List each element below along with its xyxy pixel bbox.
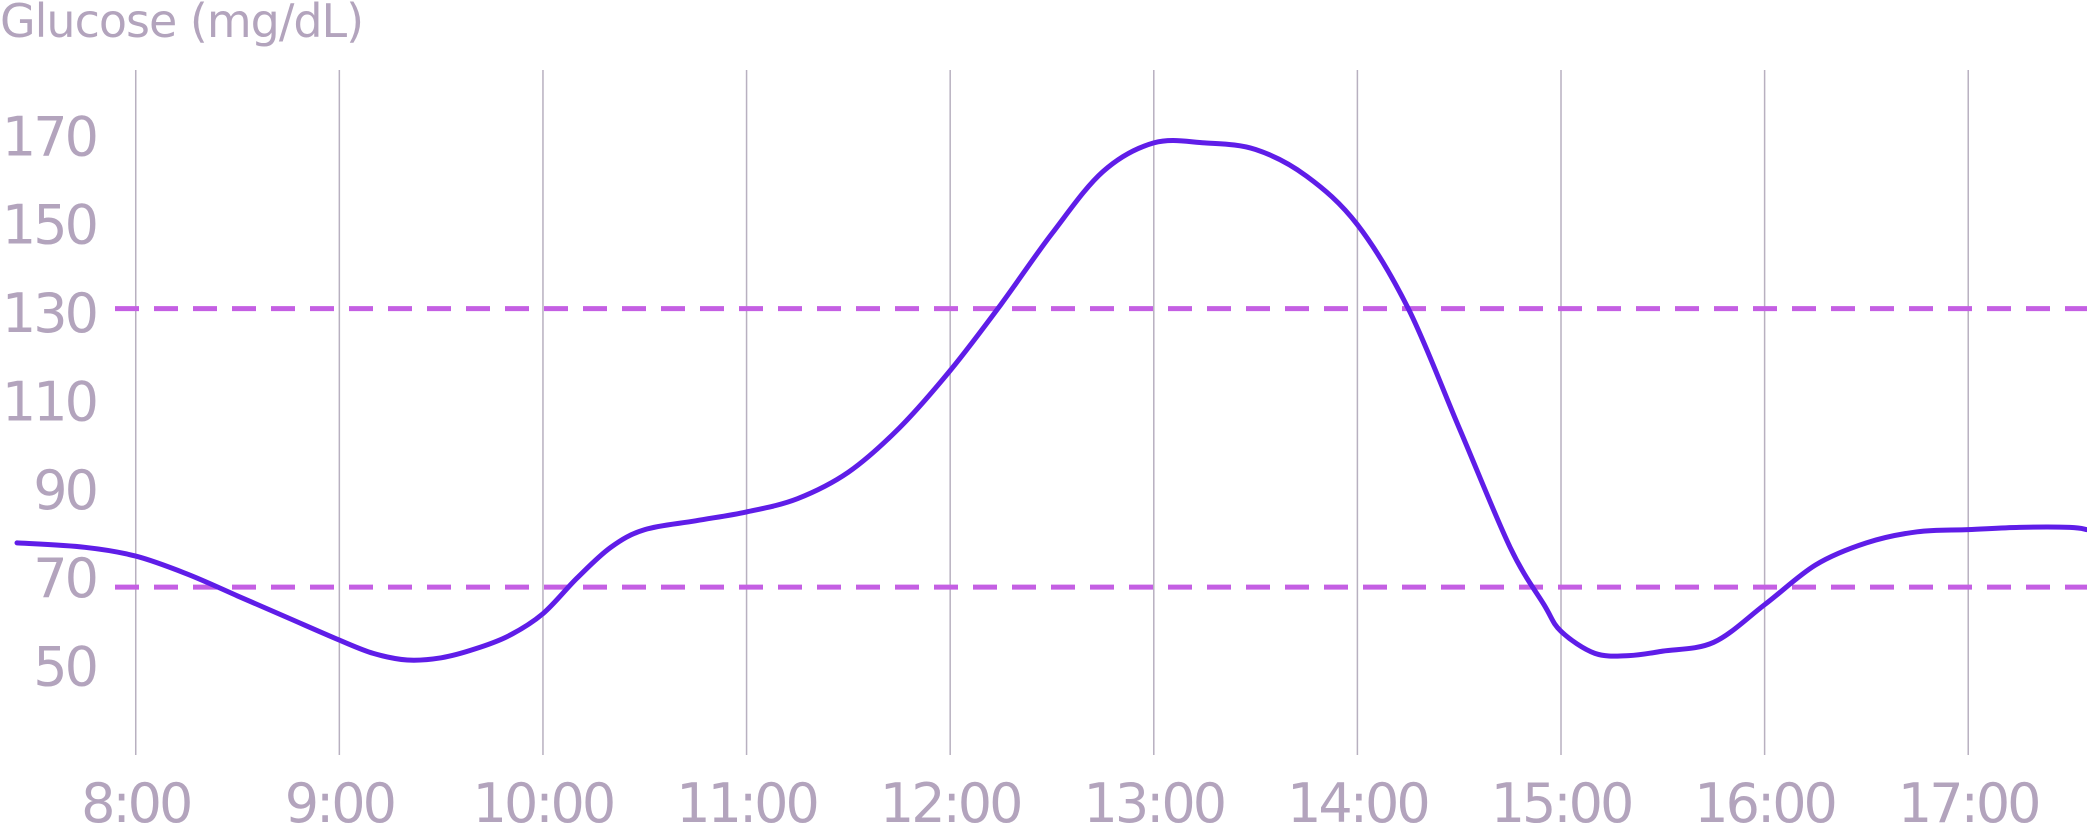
glucose-data-points (15, 141, 2087, 662)
x-tick-label: 11:00 (676, 772, 817, 825)
x-tick-label: 10:00 (473, 772, 614, 825)
data-point (134, 554, 138, 558)
data-point (1355, 223, 1359, 227)
data-point (473, 647, 477, 651)
y-tick-label: 110 (2, 370, 96, 433)
data-point (1915, 530, 1919, 534)
x-tick-label: 15:00 (1491, 772, 1632, 825)
data-point (15, 541, 19, 545)
data-point (609, 545, 613, 549)
data-point (1814, 563, 1818, 567)
data-point (1101, 170, 1105, 174)
data-point (541, 612, 545, 616)
data-point (897, 426, 901, 430)
data-point (2068, 525, 2072, 529)
data-point (1457, 426, 1461, 430)
x-tick-label: 13:00 (1083, 772, 1224, 825)
data-point (2017, 525, 2021, 529)
data-point (236, 594, 240, 598)
data-point (1254, 148, 1258, 152)
data-point (507, 634, 511, 638)
data-point (1203, 141, 1207, 145)
x-tick-label: 17:00 (1898, 772, 2039, 825)
data-point (1864, 541, 1868, 545)
data-point (796, 497, 800, 501)
data-point (405, 658, 409, 662)
data-point (1627, 654, 1631, 658)
data-point (286, 616, 290, 620)
threshold-lines (115, 306, 2087, 590)
data-point (1152, 141, 1156, 145)
x-tick-label: 9:00 (285, 772, 394, 825)
data-point (1559, 629, 1563, 633)
y-tick-label: 50 (33, 636, 96, 699)
data-point (948, 369, 952, 373)
y-tick-labels: 50 70 90 110 130 150 170 (2, 105, 99, 699)
y-tick-label: 70 (33, 547, 96, 610)
data-point (694, 519, 698, 523)
data-point (185, 572, 189, 576)
x-tick-label: 14:00 (1287, 772, 1428, 825)
y-axis-title: Glucose (mg/dL) (0, 0, 363, 48)
x-tick-labels: 8:00 9:00 10:00 11:00 12:00 13:00 14:00 15:00 16… (81, 772, 2041, 825)
data-point (83, 545, 87, 549)
x-tick-label: 12:00 (880, 772, 1021, 825)
data-point (643, 528, 647, 532)
data-point (846, 470, 850, 474)
data-point (1763, 603, 1767, 607)
data-point (439, 656, 443, 660)
data-point (1966, 528, 1970, 532)
data-point (371, 651, 375, 655)
data-point (1712, 640, 1716, 644)
data-point (1050, 232, 1054, 236)
y-tick-label: 170 (2, 105, 96, 168)
data-point (999, 302, 1003, 306)
vertical-gridlines (134, 70, 1969, 755)
data-point (1661, 649, 1665, 653)
data-point (1406, 307, 1410, 311)
y-tick-label: 150 (2, 194, 96, 257)
data-point (337, 638, 341, 642)
y-tick-label: 130 (2, 282, 96, 345)
data-point (1593, 651, 1597, 655)
data-point (1542, 603, 1546, 607)
data-point (575, 576, 579, 580)
data-point (745, 510, 749, 514)
x-tick-label: 8:00 (81, 772, 190, 825)
x-tick-label: 16:00 (1694, 772, 1835, 825)
data-point (1508, 545, 1512, 549)
glucose-series-line (14, 138, 2087, 663)
data-point (1305, 174, 1309, 178)
y-tick-label: 90 (33, 459, 96, 522)
